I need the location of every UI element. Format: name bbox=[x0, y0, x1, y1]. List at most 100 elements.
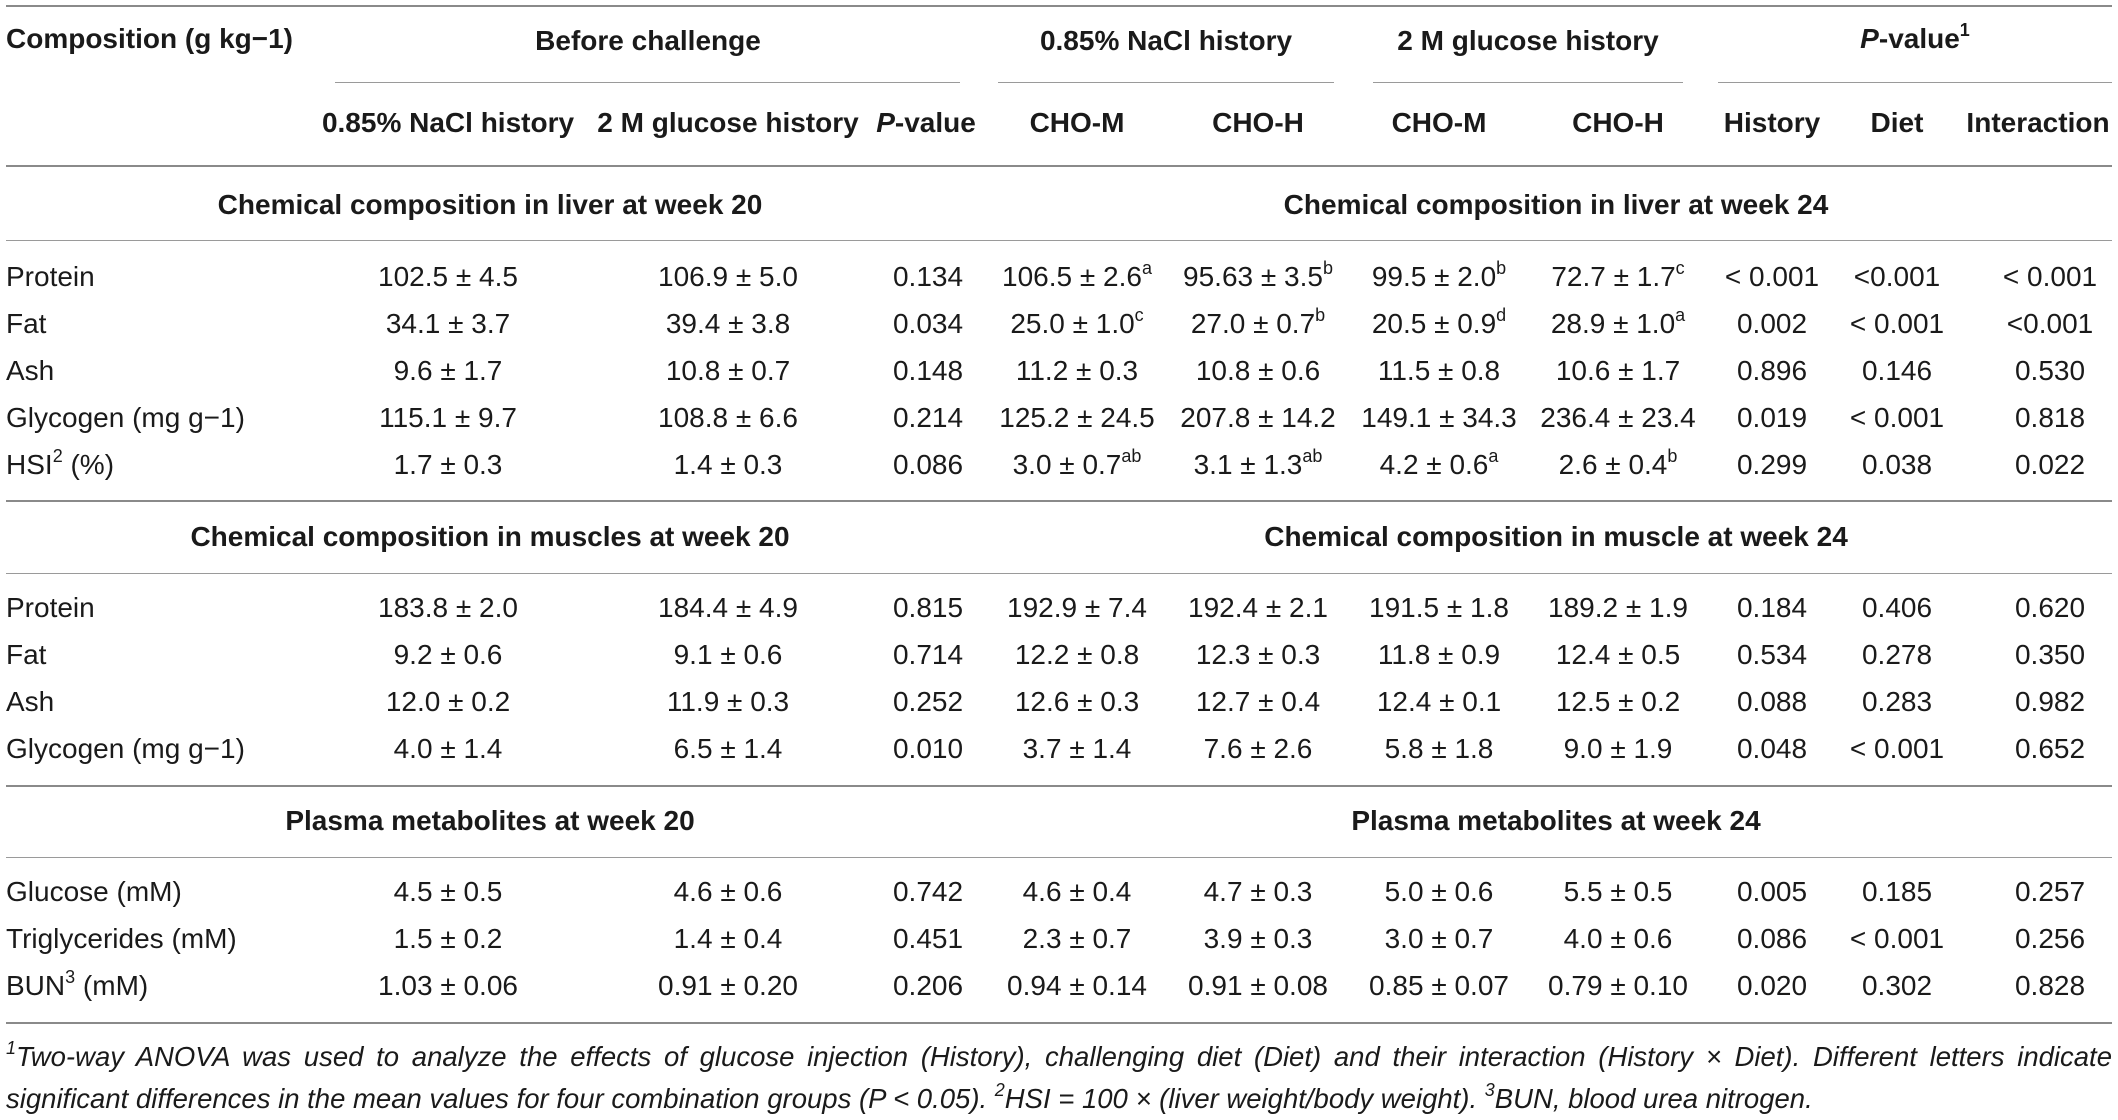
subheader-nacl: 0.85% NaCl history bbox=[321, 107, 575, 138]
cell: 0.038 bbox=[1861, 449, 1933, 480]
row-label: Ash bbox=[6, 686, 55, 717]
cell: 10.8 ± 0.6 bbox=[1195, 355, 1321, 386]
cell: 5.5 ± 0.5 bbox=[1563, 876, 1673, 907]
cell: 0.302 bbox=[1861, 970, 1933, 1001]
cell: 0.005 bbox=[1736, 876, 1808, 907]
cell: 3.0 ± 0.7 bbox=[1384, 923, 1494, 954]
cell: 9.6 ± 1.7 bbox=[393, 355, 503, 386]
cell: 11.8 ± 0.9 bbox=[1377, 639, 1501, 670]
cell: 4.7 ± 0.3 bbox=[1203, 876, 1313, 907]
rule-muscle-end bbox=[6, 785, 2112, 787]
cell: 0.048 bbox=[1736, 733, 1808, 764]
cell: 3.1 ± 1.3ab bbox=[1193, 445, 1323, 480]
cell: 5.0 ± 0.6 bbox=[1384, 876, 1494, 907]
cell: 4.0 ± 0.6 bbox=[1563, 923, 1673, 954]
cell: 25.0 ± 1.0c bbox=[1010, 304, 1144, 339]
subheader-glucose: 2 M glucose history bbox=[597, 107, 859, 138]
cell: 1.03 ± 0.06 bbox=[378, 970, 518, 1001]
cell: 0.350 bbox=[2014, 639, 2086, 670]
cell: 0.206 bbox=[892, 970, 964, 1001]
cell: 5.8 ± 1.8 bbox=[1384, 733, 1494, 764]
cell: 11.2 ± 0.3 bbox=[1015, 355, 1139, 386]
cell: 0.896 bbox=[1736, 355, 1808, 386]
cell: 0.620 bbox=[2014, 592, 2086, 623]
row-label: Fat bbox=[6, 308, 47, 339]
cell: 0.086 bbox=[892, 449, 964, 480]
cell: 9.2 ± 0.6 bbox=[393, 639, 503, 670]
header-glucose-history: 2 M glucose history bbox=[1397, 25, 1659, 56]
cell: < 0.001 bbox=[1849, 402, 1945, 433]
cell: < 0.001 bbox=[1849, 733, 1945, 764]
cell: 192.9 ± 7.4 bbox=[1007, 592, 1147, 623]
cell: 0.530 bbox=[2014, 355, 2086, 386]
rule-nacl-history bbox=[998, 82, 1334, 83]
cell: 4.5 ± 0.5 bbox=[393, 876, 503, 907]
cell: 0.818 bbox=[2014, 402, 2086, 433]
cell: 3.0 ± 0.7ab bbox=[1012, 445, 1142, 480]
cell: 0.252 bbox=[892, 686, 964, 717]
cell: 99.5 ± 2.0b bbox=[1371, 257, 1507, 292]
cell: 0.088 bbox=[1736, 686, 1808, 717]
cell: 102.5 ± 4.5 bbox=[378, 261, 518, 292]
cell: 2.6 ± 0.4b bbox=[1558, 445, 1678, 480]
cell: 4.0 ± 1.4 bbox=[393, 733, 503, 764]
cell: 0.134 bbox=[892, 261, 964, 292]
cell: < 0.001 bbox=[2002, 261, 2098, 292]
rule-top bbox=[6, 5, 2112, 7]
cell: 0.256 bbox=[2014, 923, 2086, 954]
cell: 1.4 ± 0.3 bbox=[673, 449, 783, 480]
subheader-cho-h-1: CHO-H bbox=[1212, 107, 1304, 138]
cell: 189.2 ± 1.9 bbox=[1548, 592, 1688, 623]
section-muscle-week24: Chemical composition in muscle at week 2… bbox=[1264, 521, 1848, 552]
cell: 34.1 ± 3.7 bbox=[385, 308, 511, 339]
cell: 207.8 ± 14.2 bbox=[1180, 402, 1336, 433]
cell: 183.8 ± 2.0 bbox=[378, 592, 518, 623]
row-label: Glycogen (mg g−1) bbox=[6, 733, 245, 764]
cell: 11.5 ± 0.8 bbox=[1377, 355, 1501, 386]
rule-glucose-history bbox=[1373, 82, 1683, 83]
cell: 12.4 ± 0.5 bbox=[1555, 639, 1681, 670]
subheader-pvalue: P-value bbox=[876, 107, 976, 138]
cell: 0.828 bbox=[2014, 970, 2086, 1001]
cell: 0.185 bbox=[1861, 876, 1933, 907]
cell: 192.4 ± 2.1 bbox=[1188, 592, 1328, 623]
cell: 0.019 bbox=[1736, 402, 1808, 433]
cell: 39.4 ± 3.8 bbox=[665, 308, 791, 339]
cell: 0.815 bbox=[892, 592, 964, 623]
cell: 0.91 ± 0.20 bbox=[658, 970, 798, 1001]
rule-pvalue bbox=[1718, 82, 2112, 83]
cell: < 0.001 bbox=[1849, 923, 1945, 954]
section-muscle-week20: Chemical composition in muscles at week … bbox=[190, 521, 790, 552]
cell: 1.4 ± 0.4 bbox=[673, 923, 783, 954]
subheader-cho-m-2: CHO-M bbox=[1391, 107, 1487, 138]
cell: 106.5 ± 2.6a bbox=[1002, 257, 1152, 292]
rule-before-challenge bbox=[335, 82, 960, 83]
cell: 4.6 ± 0.4 bbox=[1022, 876, 1132, 907]
cell: 0.85 ± 0.07 bbox=[1369, 970, 1509, 1001]
cell: 12.0 ± 0.2 bbox=[385, 686, 511, 717]
cell: 0.283 bbox=[1861, 686, 1933, 717]
cell: 236.4 ± 23.4 bbox=[1540, 402, 1696, 433]
cell: 20.5 ± 0.9d bbox=[1371, 304, 1507, 339]
cell: 0.451 bbox=[892, 923, 964, 954]
header-pvalue: P-value1 bbox=[1860, 19, 1970, 54]
cell: 0.406 bbox=[1861, 592, 1933, 623]
cell: 0.086 bbox=[1736, 923, 1808, 954]
cell: 1.7 ± 0.3 bbox=[393, 449, 503, 480]
cell: < 0.001 bbox=[1849, 308, 1945, 339]
cell: 125.2 ± 24.5 bbox=[999, 402, 1155, 433]
row-label: Glycogen (mg g−1) bbox=[6, 402, 245, 433]
cell: 0.148 bbox=[892, 355, 964, 386]
cell: 10.8 ± 0.7 bbox=[665, 355, 791, 386]
cell: 9.1 ± 0.6 bbox=[673, 639, 783, 670]
row-label: Protein bbox=[6, 592, 95, 623]
header-before-challenge: Before challenge bbox=[535, 25, 761, 56]
rule-plasma-section bbox=[6, 857, 2112, 858]
cell: 0.982 bbox=[2014, 686, 2086, 717]
section-plasma-week24: Plasma metabolites at week 24 bbox=[1351, 805, 1761, 836]
cell: 106.9 ± 5.0 bbox=[658, 261, 798, 292]
cell: 0.714 bbox=[892, 639, 964, 670]
cell: 11.9 ± 0.3 bbox=[666, 686, 790, 717]
cell: 0.002 bbox=[1736, 308, 1808, 339]
cell: 10.6 ± 1.7 bbox=[1555, 355, 1681, 386]
